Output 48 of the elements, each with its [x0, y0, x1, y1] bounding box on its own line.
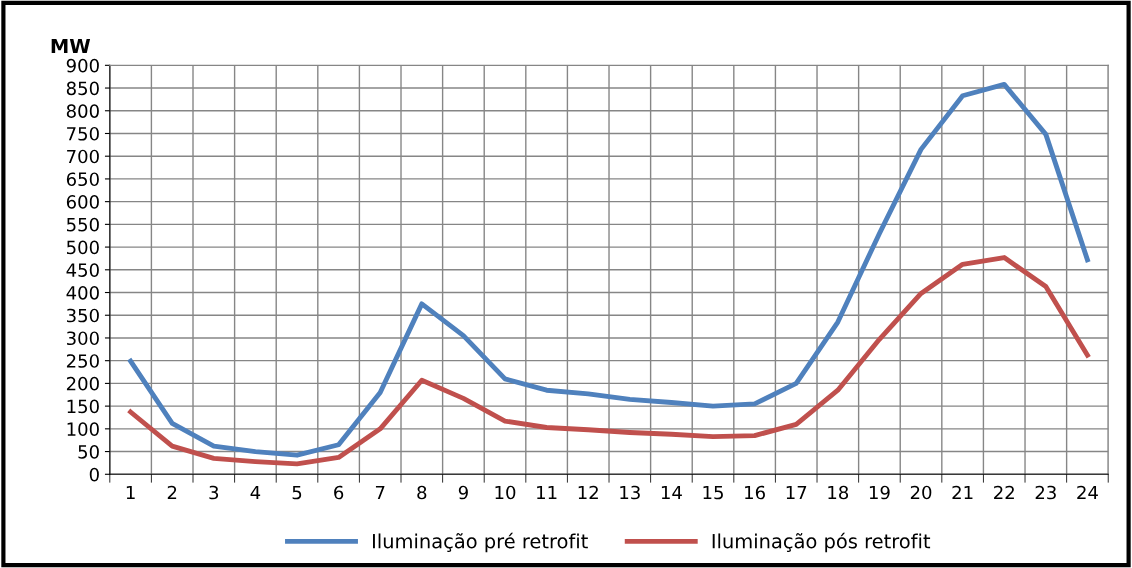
- y-tick-label: 650: [66, 172, 99, 187]
- x-tick-label: 20: [910, 485, 932, 500]
- x-tick-label: 16: [745, 485, 765, 500]
- x-tick-label: 21: [952, 485, 973, 500]
- y-tick-label: 500: [67, 240, 99, 255]
- x-tick-label: 22: [994, 485, 1014, 500]
- y-tick-label: 800: [66, 104, 99, 118]
- y-tick-label: 600: [66, 195, 99, 209]
- y-tick-label: 100: [67, 422, 99, 436]
- y-tick-label: 750: [67, 126, 99, 141]
- x-tick-label: 8: [417, 485, 427, 500]
- x-tick-label: 1: [126, 485, 135, 500]
- y-tick-label: 150: [67, 399, 99, 414]
- x-tick-label: 24: [1077, 485, 1098, 500]
- line-series: [128, 255, 1090, 467]
- legend-label: Iluminação pré retrofit: [372, 532, 588, 553]
- x-tick-label: 7: [375, 485, 385, 500]
- y-tick-label: 400: [66, 285, 99, 300]
- y-tick-label: 700: [67, 149, 99, 164]
- legend-label: Iluminação pós retrofit: [712, 532, 931, 553]
- x-tick-label: 3: [209, 485, 219, 500]
- y-tick-label: 250: [66, 354, 99, 368]
- x-tick-label: 11: [537, 485, 557, 500]
- y-tick-label: 850: [66, 81, 99, 96]
- y-tick-label: 350: [66, 308, 99, 323]
- x-tick-label: 18: [828, 485, 849, 500]
- y-axis-title: MW: [51, 38, 91, 54]
- x-tick-label: 13: [620, 485, 640, 500]
- x-tick-label: 19: [869, 485, 890, 500]
- x-tick-label: 5: [292, 485, 302, 500]
- x-tick-label: 15: [703, 485, 723, 500]
- y-tick-label: 450: [66, 263, 99, 277]
- line-series: [128, 81, 1090, 458]
- x-tick-label: 23: [1035, 485, 1056, 500]
- y-tick-label: 200: [66, 376, 99, 391]
- y-tick-label: 300: [66, 331, 99, 346]
- y-tick-label: 50: [78, 445, 99, 459]
- x-tick-label: 12: [578, 485, 598, 500]
- y-tick-label: 900: [66, 58, 99, 73]
- y-tick-label: 550: [67, 217, 99, 232]
- x-tick-label: 17: [786, 485, 807, 500]
- x-tick-label: 10: [495, 485, 516, 500]
- x-tick-label: 4: [250, 485, 261, 500]
- y-tick-label: 0: [89, 467, 99, 482]
- x-tick-label: 14: [661, 485, 682, 500]
- x-tick-label: 6: [334, 485, 344, 500]
- x-tick-label: 2: [167, 485, 177, 500]
- x-tick-label: 9: [458, 485, 468, 500]
